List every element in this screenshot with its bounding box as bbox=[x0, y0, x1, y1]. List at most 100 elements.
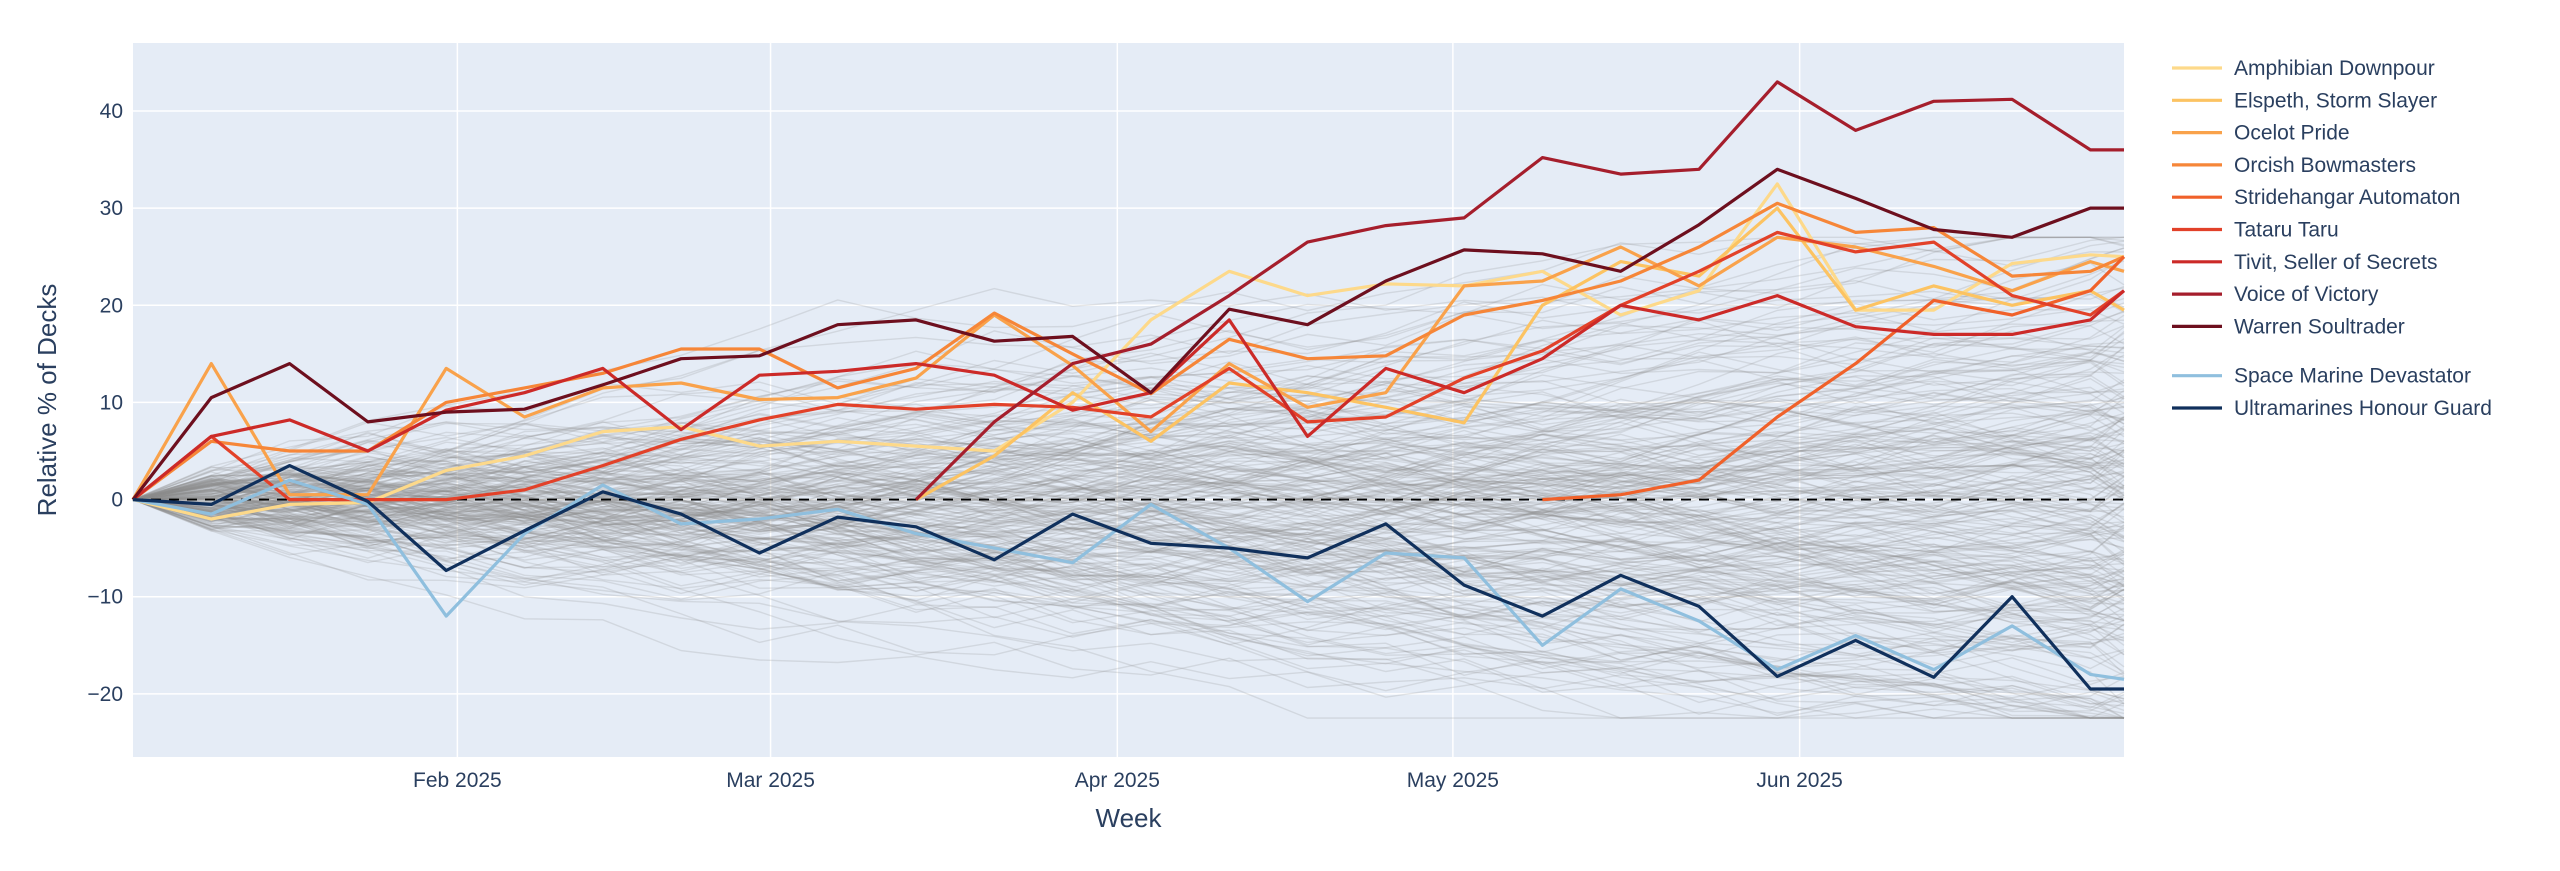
background-series-line bbox=[1385, 498, 2125, 599]
background-series-line bbox=[132, 493, 2125, 622]
legend-item[interactable]: Orcish Bowmasters bbox=[2234, 154, 2416, 177]
background-series-line bbox=[132, 498, 2125, 581]
background-series-line bbox=[132, 374, 2125, 501]
background-series-line bbox=[132, 360, 2125, 501]
legend-item[interactable]: Space Marine Devastator bbox=[2234, 365, 2471, 388]
background-series-line bbox=[1385, 498, 2125, 583]
background-series-line bbox=[132, 477, 2125, 600]
background-series-line bbox=[132, 474, 2125, 547]
background-series-line bbox=[132, 319, 2125, 528]
background-series-line bbox=[132, 478, 2125, 543]
y-axis-ticks: −20 −10 0 10 20 30 40 bbox=[87, 100, 123, 706]
background-series-line bbox=[132, 472, 2124, 719]
background-series-line bbox=[1229, 464, 2125, 513]
background-series-line bbox=[132, 478, 2125, 646]
background-series-line bbox=[289, 495, 2125, 662]
background-series-line bbox=[132, 379, 2125, 522]
legend-item[interactable]: Voice of Victory bbox=[2234, 283, 2379, 306]
x-tick-label: Jun 2025 bbox=[1756, 769, 1842, 792]
series-line bbox=[915, 206, 2125, 501]
legend-item[interactable]: Ultramarines Honour Guard bbox=[2234, 397, 2492, 420]
background-series-line bbox=[1150, 465, 2125, 607]
background-series-line bbox=[132, 481, 2125, 673]
background-series-line bbox=[132, 479, 2125, 577]
background-series-line bbox=[132, 480, 2125, 614]
background-series-line bbox=[132, 475, 2125, 602]
background-series-line bbox=[132, 416, 2125, 520]
background-series-line bbox=[1229, 415, 2125, 511]
background-series-line bbox=[759, 485, 2125, 549]
background-series-line bbox=[132, 479, 2124, 719]
background-series-line bbox=[132, 429, 2125, 501]
background-series-line bbox=[132, 426, 2125, 509]
background-series-line bbox=[211, 439, 2125, 535]
background-series-line bbox=[132, 498, 2125, 660]
y-tick-label: −20 bbox=[87, 683, 123, 706]
legend-item[interactable]: Tivit, Seller of Secrets bbox=[2234, 251, 2437, 274]
background-series-line bbox=[211, 498, 2125, 689]
background-series-line bbox=[132, 498, 2125, 656]
y-axis-title: Relative % of Decks bbox=[32, 284, 62, 517]
legend-item[interactable]: Ocelot Pride bbox=[2234, 122, 2350, 145]
legend-item[interactable]: Stridehangar Automaton bbox=[2234, 186, 2461, 209]
background-series-line bbox=[132, 498, 2125, 715]
background-series-line bbox=[132, 461, 2125, 666]
background-series-line bbox=[132, 498, 2124, 719]
background-series-line bbox=[132, 310, 2125, 501]
background-series-line bbox=[132, 460, 2125, 542]
background-series-line bbox=[132, 488, 2125, 568]
background-series-line bbox=[132, 405, 2125, 514]
background-series-line bbox=[132, 468, 2125, 554]
legend-item[interactable]: Warren Soultrader bbox=[2234, 315, 2405, 338]
background-series-line bbox=[132, 498, 2125, 699]
background-series-line bbox=[132, 314, 2125, 501]
background-series-line bbox=[132, 498, 2125, 709]
background-series-line bbox=[132, 389, 2125, 515]
background-series-line bbox=[680, 498, 2125, 631]
background-series-line bbox=[132, 442, 2125, 599]
background-series-line bbox=[132, 460, 2125, 551]
background-series-line bbox=[132, 465, 2125, 536]
legend[interactable]: Amphibian Downpour Elspeth, Storm Slayer O… bbox=[2172, 57, 2492, 420]
background-series-line bbox=[132, 471, 2125, 567]
background-series-line bbox=[132, 498, 2125, 647]
background-series-line bbox=[132, 498, 2125, 577]
background-series-line bbox=[132, 479, 2125, 700]
legend-item[interactable]: Amphibian Downpour bbox=[2234, 57, 2435, 80]
background-series-line bbox=[132, 498, 2124, 719]
background-series-line bbox=[132, 375, 2125, 511]
background-series-line bbox=[132, 426, 2125, 501]
background-series-line bbox=[132, 359, 2125, 501]
background-series-line bbox=[132, 387, 2125, 501]
background-series-line bbox=[132, 487, 2125, 713]
legend-item[interactable]: Elspeth, Storm Slayer bbox=[2234, 89, 2437, 112]
background-series-line bbox=[132, 262, 2125, 501]
x-tick-label: Mar 2025 bbox=[726, 769, 815, 792]
background-series-line bbox=[132, 498, 2125, 705]
background-series-line bbox=[602, 496, 2125, 581]
background-series-line bbox=[132, 489, 2125, 607]
background-series-line bbox=[132, 395, 2125, 501]
background-series-line bbox=[132, 495, 2125, 675]
series-line bbox=[131, 167, 2124, 501]
background-series bbox=[132, 236, 2125, 719]
background-series-line bbox=[132, 399, 2125, 534]
legend-item[interactable]: Tataru Taru bbox=[2234, 219, 2339, 242]
background-series-line bbox=[132, 411, 2125, 520]
background-series-line bbox=[132, 438, 2125, 517]
series-lines bbox=[131, 80, 2126, 691]
background-series-line bbox=[132, 374, 2125, 505]
background-series-line bbox=[132, 498, 2125, 629]
background-series-line bbox=[132, 370, 2125, 501]
background-series-line bbox=[132, 240, 2125, 513]
background-series-line bbox=[132, 452, 2125, 603]
background-series-line bbox=[132, 460, 2125, 618]
background-series-line bbox=[132, 467, 2125, 659]
background-series-line bbox=[132, 303, 2125, 501]
y-tick-label: 10 bbox=[100, 391, 123, 414]
background-series-line bbox=[132, 465, 2125, 522]
background-series-line bbox=[132, 437, 2125, 525]
background-series-line bbox=[132, 486, 2125, 611]
background-series-line bbox=[132, 247, 2125, 523]
